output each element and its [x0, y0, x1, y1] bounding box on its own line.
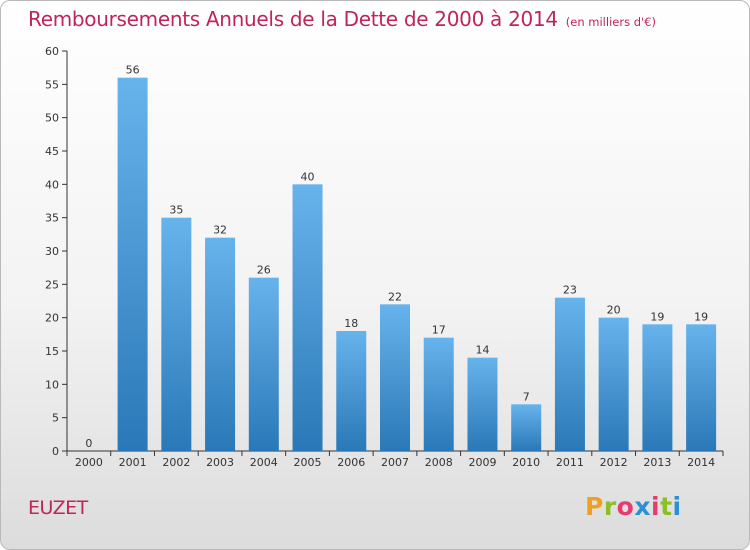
- x-tick-label: 2003: [206, 456, 234, 469]
- x-tick-label: 2014: [687, 456, 715, 469]
- chart-subtitle: (en milliers d'€): [565, 15, 656, 29]
- y-tick-label: 20: [45, 312, 59, 325]
- data-label-2004: 26: [257, 264, 271, 277]
- bar-2011: [554, 297, 585, 451]
- x-tick-label: 2010: [512, 456, 540, 469]
- logo-letter: i: [672, 492, 682, 521]
- x-tick-label: 2004: [250, 456, 278, 469]
- logo-letter: P: [585, 492, 604, 521]
- x-tick-label: 2013: [643, 456, 671, 469]
- x-tick-label: 2009: [468, 456, 496, 469]
- logo-letter: t: [660, 492, 673, 521]
- logo-letter: o: [616, 492, 635, 521]
- y-tick-label: 40: [45, 178, 59, 191]
- y-tick-label: 0: [52, 445, 59, 458]
- data-label-2011: 23: [563, 284, 577, 297]
- y-tick-label: 10: [45, 378, 59, 391]
- data-label-2003: 32: [213, 224, 227, 237]
- x-tick-label: 2002: [162, 456, 190, 469]
- chart-header: Remboursements Annuels de la Dette de 20…: [28, 7, 656, 31]
- y-tick-label: 35: [45, 212, 59, 225]
- y-tick-label: 15: [45, 345, 59, 358]
- y-tick-label: 45: [45, 145, 59, 158]
- bar-2003: [205, 237, 236, 451]
- value-labels: 0 56 35 32 26 40 18 22 17 14 7 23 20 19 19: [85, 64, 708, 450]
- x-tick-label: 2008: [425, 456, 453, 469]
- logo-letter: x: [634, 492, 651, 521]
- y-tick-label: 25: [45, 278, 59, 291]
- y-tick-label: 30: [45, 245, 59, 258]
- bar-2006: [336, 331, 367, 451]
- x-tick-label: 2006: [337, 456, 365, 469]
- x-tick-label: 2001: [119, 456, 147, 469]
- bar-2005: [292, 184, 323, 452]
- bar-2014: [686, 324, 717, 451]
- y-tick-label: 50: [45, 112, 59, 125]
- bar-2004: [248, 277, 279, 451]
- data-label-2010: 7: [523, 390, 530, 403]
- data-label-2005: 40: [301, 170, 315, 183]
- data-label-2002: 35: [169, 204, 183, 217]
- bar-2009: [467, 357, 498, 451]
- data-label-2014: 19: [694, 310, 708, 323]
- x-tick-label: 2007: [381, 456, 409, 469]
- y-axis: 0 5 10 15 20 25 30 35 40 45 50 55 60: [45, 45, 68, 458]
- bar-2013: [642, 324, 673, 451]
- bar-2008: [423, 337, 454, 451]
- bar-2002: [161, 217, 192, 451]
- bars: [117, 77, 717, 452]
- data-label-2006: 18: [344, 317, 358, 330]
- y-tick-label: 55: [45, 78, 59, 91]
- data-label-2001: 56: [126, 64, 140, 77]
- proxiti-logo: Proxiti: [585, 492, 682, 521]
- x-tick-label: 2012: [600, 456, 628, 469]
- x-tick-label: 2005: [294, 456, 322, 469]
- logo-letter: r: [603, 492, 617, 521]
- logo-letter: i: [651, 492, 661, 521]
- bar-2001: [117, 77, 148, 452]
- data-label-2000: 0: [85, 437, 92, 450]
- bar-2012: [598, 317, 629, 451]
- y-tick-label: 5: [52, 412, 59, 425]
- bar-2010: [511, 404, 542, 451]
- data-label-2007: 22: [388, 290, 402, 303]
- x-tick-label: 2011: [556, 456, 584, 469]
- y-tick-label: 60: [45, 45, 59, 58]
- place-name: EUZET: [28, 497, 88, 519]
- data-label-2008: 17: [432, 324, 446, 337]
- x-axis: 2000 2001 2002 2003 2004 2005 2006 2007 2008 2009…: [66, 450, 724, 469]
- x-tick-label: 2000: [75, 456, 103, 469]
- data-label-2013: 19: [650, 310, 664, 323]
- data-label-2009: 14: [475, 344, 489, 357]
- data-label-2012: 20: [607, 304, 621, 317]
- bar-2007: [380, 304, 410, 451]
- chart-title: Remboursements Annuels de la Dette de 20…: [28, 7, 558, 31]
